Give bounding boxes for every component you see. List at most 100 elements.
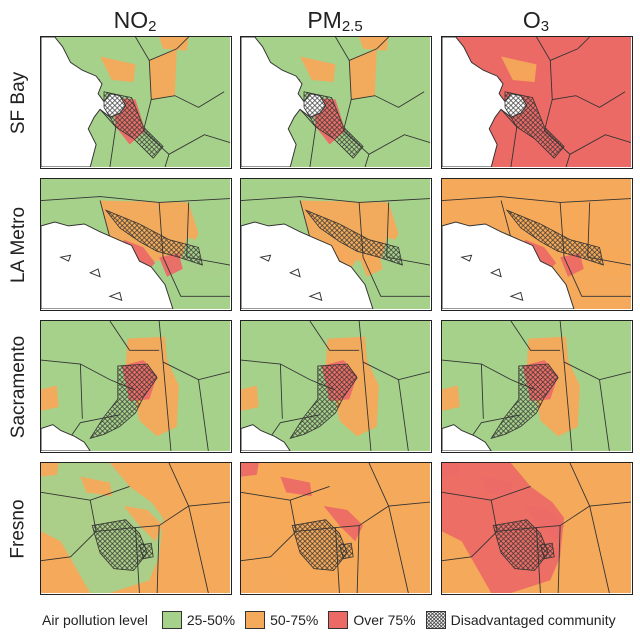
water-body [108,291,123,301]
map-svg [241,321,430,451]
county-border [563,257,631,297]
county-border [536,37,579,62]
legend-item-high: Over 75% [328,611,416,629]
disadvantaged-community-area [303,91,364,159]
county-border [41,196,230,203]
water-body [41,221,174,309]
county-border [148,60,225,108]
legend: Air pollution level 25-50% 50-75% Over 7… [0,606,640,634]
row-header-la-metro: LA Metro [8,206,30,283]
county-border [99,200,111,238]
column-header-sub: 3 [540,18,550,35]
legend-item-disadvantaged: Disadvantaged community [425,611,616,629]
map-svg [41,37,230,167]
county-border [376,37,389,50]
pollution-zone [100,56,136,82]
county-border [577,37,590,50]
disadvantaged-community-area [304,209,403,266]
county-border [156,525,160,593]
county-border [510,321,561,351]
county-border [162,257,230,297]
county-border [599,379,610,451]
county-border [549,60,626,108]
pollution-zone [560,253,584,277]
pollution-zone [280,476,312,497]
map-svg [442,37,631,167]
legend-label: 25-50% [186,612,236,628]
column-header-main: NO [113,7,149,33]
pollution-zone [241,463,259,477]
county-border [388,505,409,593]
county-border [41,486,130,501]
pollution-zone [41,463,59,477]
county-border [241,486,330,501]
county-border [565,154,571,167]
county-border [335,37,378,62]
county-border [198,379,209,451]
county-border [559,321,631,381]
disadvantaged-community-area [138,542,154,560]
county-border [158,321,230,381]
disadvantaged-community-area [104,209,203,266]
county-border [241,531,297,562]
row-header-sacramento: Sacramento [8,335,30,438]
pollution-zone [442,385,460,411]
county-border [342,99,430,155]
pollution-zone [524,506,565,542]
county-border [142,99,230,155]
map-svg [442,321,631,451]
legend-label: Disadvantaged community [450,612,616,628]
disadvantaged-community-area [539,542,555,560]
row-header-fresno: Fresno [8,498,30,559]
county-border [348,60,425,108]
map-panel-fresno-no2 [40,462,232,595]
water-body [241,221,374,309]
map-svg [41,463,230,593]
column-header-o3: O3 [441,6,631,41]
map-svg [241,179,430,309]
legend-swatch-mid [245,611,266,629]
county-border [362,257,430,297]
county-border [442,486,531,501]
disadvantaged-community-area [103,91,164,159]
pollution-zone [80,476,112,497]
pollution-zone [159,253,183,277]
legend-swatch-low [161,611,182,629]
county-border [557,525,561,593]
county-border [135,37,178,62]
county-border [364,154,370,167]
map-panel-sacramento-o3 [441,320,633,453]
water-body [259,254,272,262]
county-border [480,363,484,419]
disadvantaged-community-area [89,363,158,439]
pollution-zone [300,56,336,82]
map-panel-sf-bay-pm25 [240,36,432,169]
map-panel-sacramento-no2 [40,320,232,453]
legend-title: Air pollution level [42,612,148,628]
county-border [442,196,631,203]
county-border [563,362,573,451]
legend-label: 50-75% [270,612,319,628]
column-header-sub: 2.5 [341,18,363,35]
map-svg [442,463,631,593]
pollution-zone [501,56,537,82]
disadvantaged-community-area [504,91,565,159]
water-body [41,424,91,451]
county-border [398,379,409,451]
legend-swatch-hatch [425,611,446,629]
county-border [368,463,390,507]
county-border [500,200,512,238]
county-border [358,321,430,381]
column-header-main: PM [307,7,342,33]
column-header-main: O [522,7,541,33]
county-border [241,196,430,203]
county-border [442,359,512,381]
disadvantaged-community-area [291,519,348,571]
water-body [289,268,301,278]
water-body [442,221,575,309]
legend-label: Over 75% [353,612,416,628]
legend-item-low: 25-50% [161,611,236,629]
county-border [109,321,160,351]
county-border [164,154,170,167]
water-body [241,424,291,451]
